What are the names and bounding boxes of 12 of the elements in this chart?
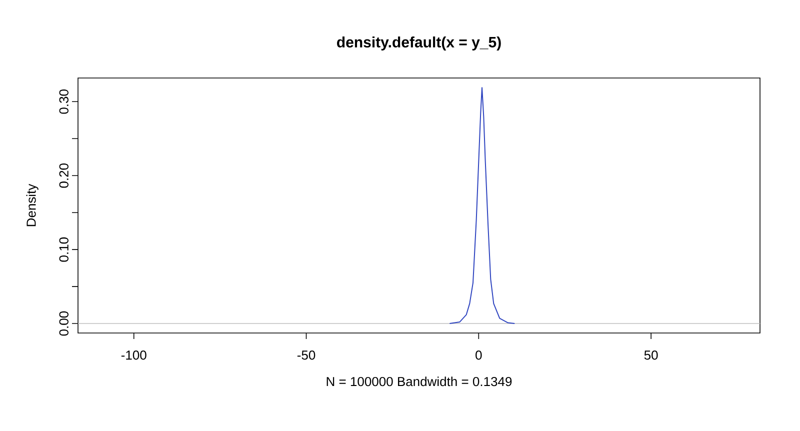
x-tick-label: 0 (476, 350, 482, 360)
line-series (449, 87, 516, 324)
y-tick-label: 0.00 (59, 311, 68, 336)
x-tick-label: 50 (644, 350, 658, 360)
chart-title: density.default(x = y_5) (337, 36, 501, 50)
y-tick-label: 0.10 (59, 237, 68, 262)
y-axis-title: Density (26, 184, 38, 226)
x-axis-title: N = 100000 Bandwidth = 0.1349 (326, 376, 512, 386)
x-tick-label: -100 (121, 350, 146, 360)
x-tick-label: -50 (297, 350, 316, 360)
y-tick-label: 0.30 (59, 90, 68, 114)
y-tick-label: 0.20 (59, 163, 68, 188)
